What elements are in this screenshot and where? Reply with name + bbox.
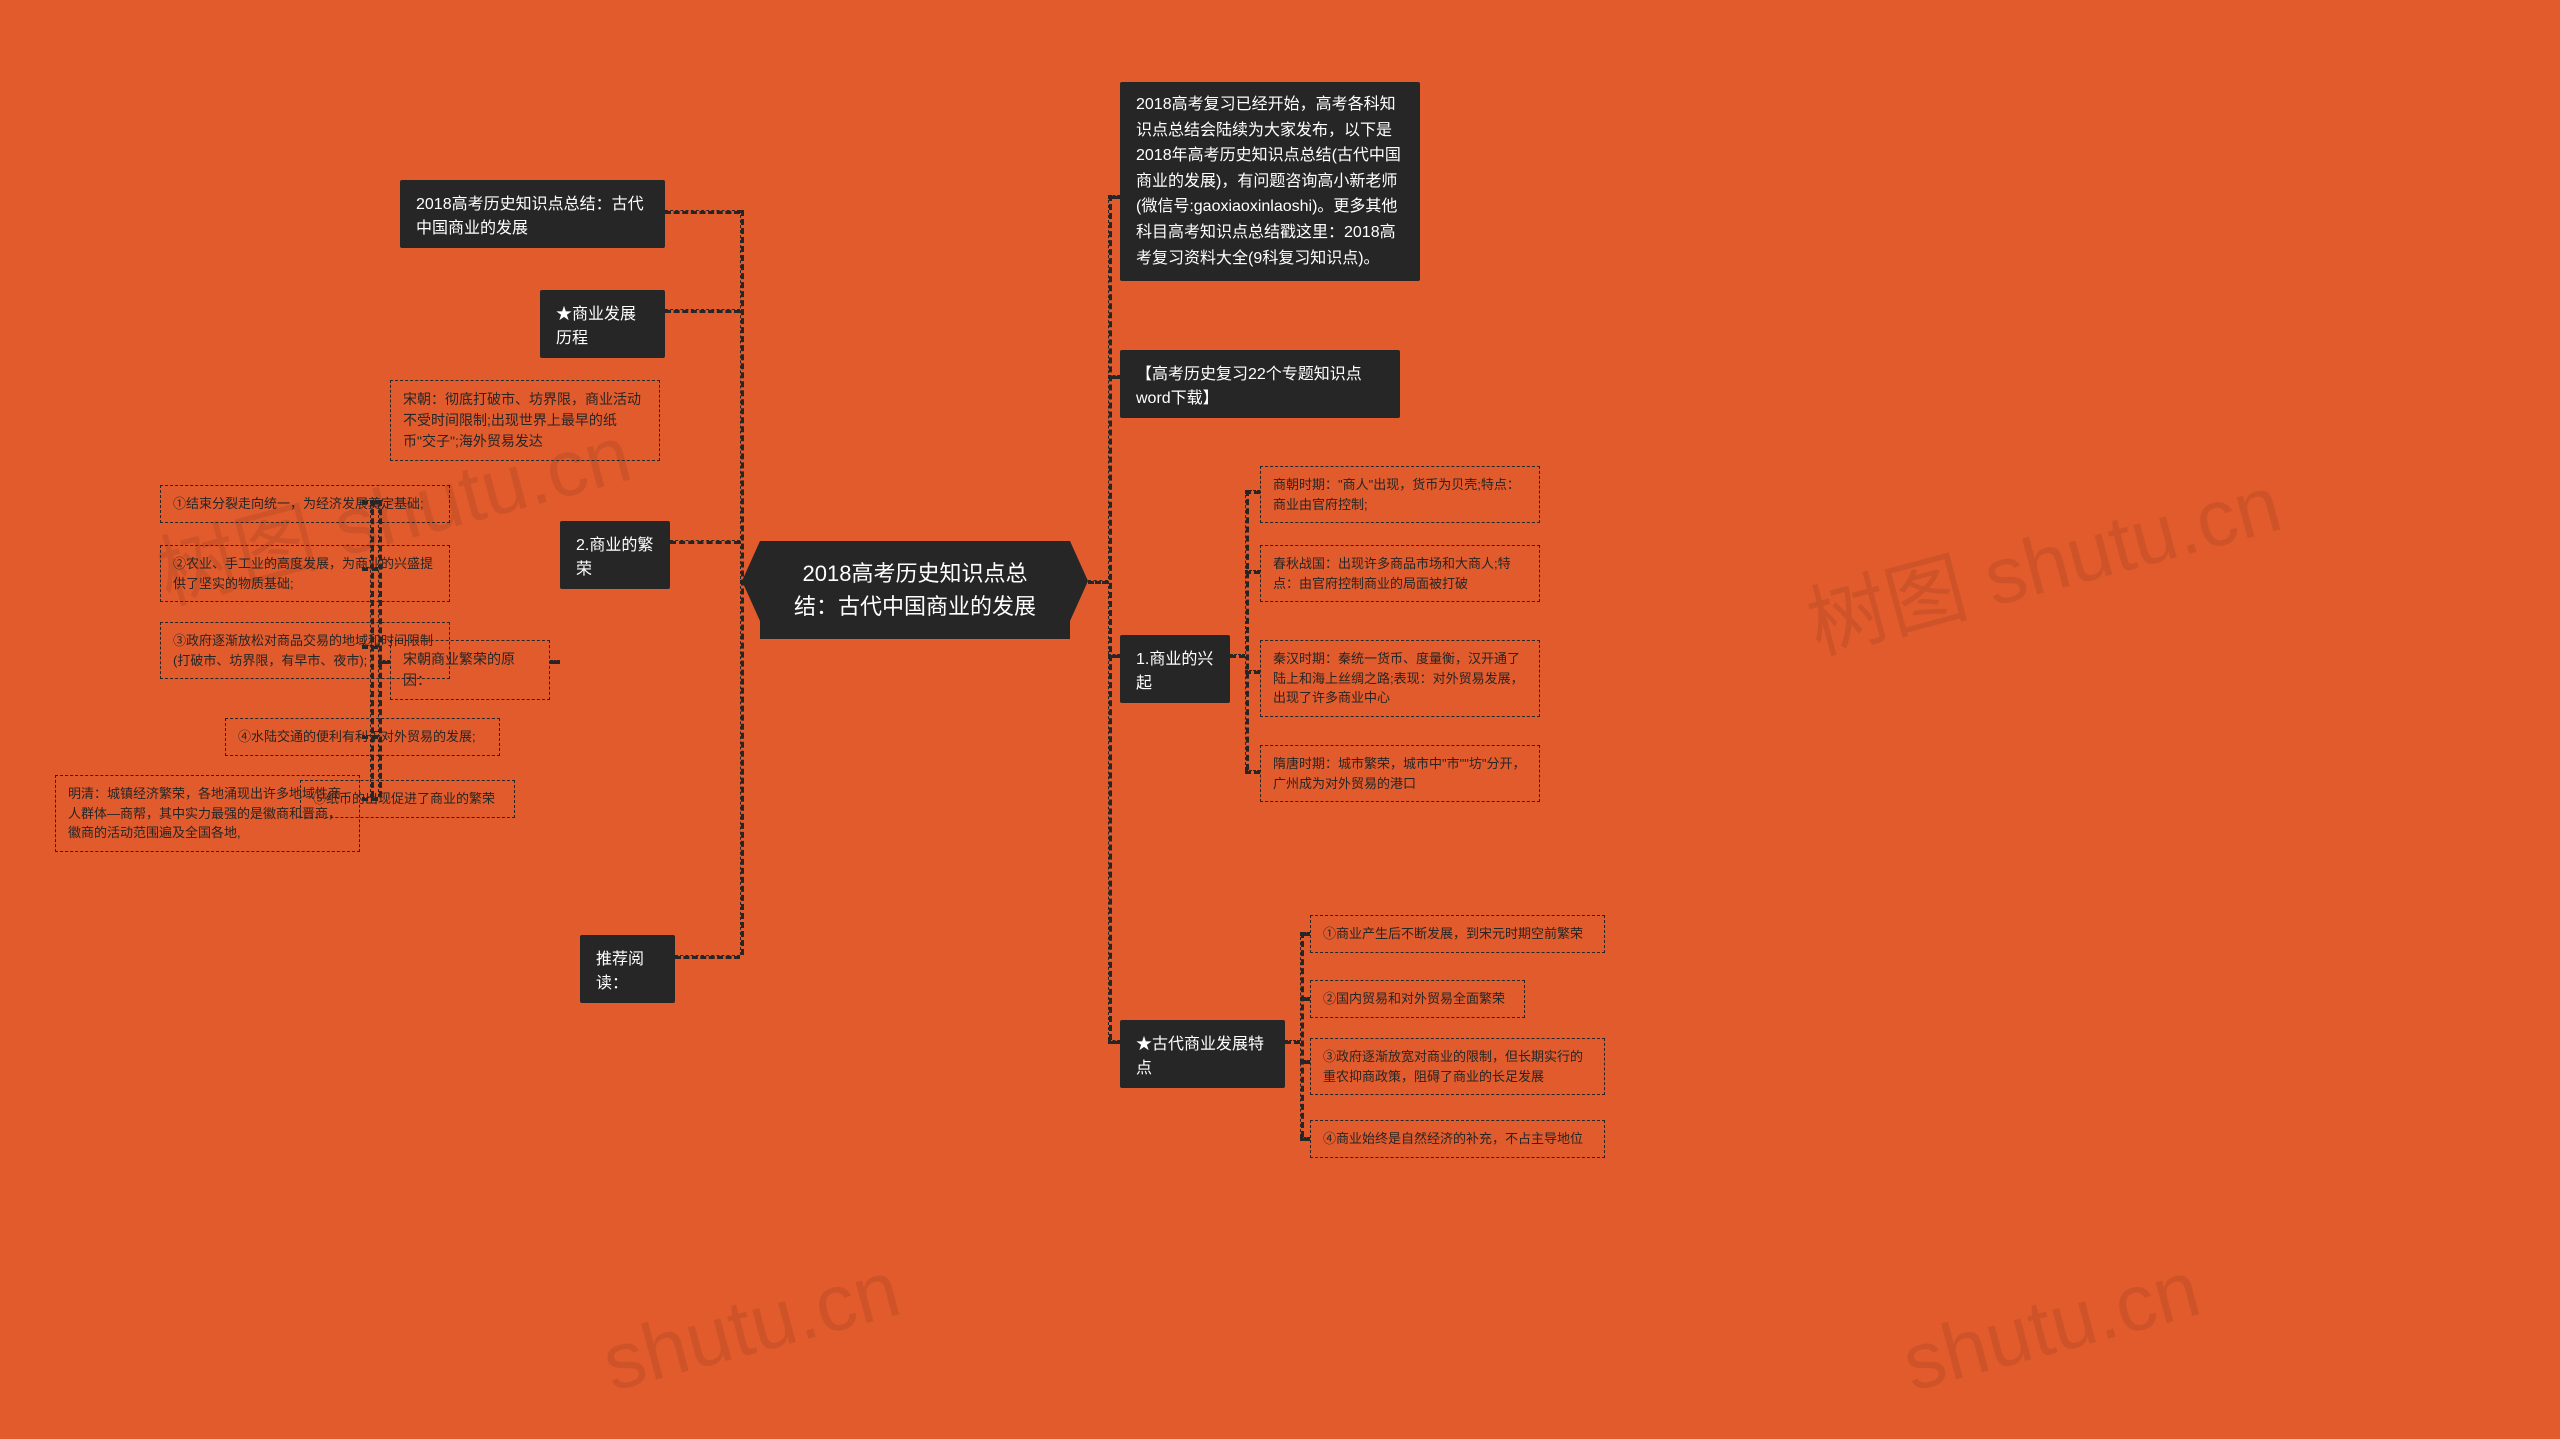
node-feature-3[interactable]: ③政府逐渐放宽对商业的限制，但长期实行的重农抑商政策，阻碍了商业的长足发展: [1310, 1038, 1605, 1095]
connector: [1108, 375, 1120, 379]
center-node[interactable]: 2018高考历史知识点总结：古代中国商业的发展: [760, 541, 1070, 639]
watermark: 树图 shutu.cn: [1793, 439, 2291, 676]
connector: [665, 309, 740, 313]
connector: [1300, 932, 1310, 936]
connector: [670, 540, 740, 544]
node-reason-1[interactable]: ①结束分裂走向统一，为经济发展奠定基础;: [160, 485, 450, 523]
connector: [1108, 195, 1120, 199]
node-prosperity[interactable]: 2.商业的繁荣: [560, 521, 670, 589]
connector: [378, 500, 382, 797]
connector: [1300, 997, 1310, 1001]
node-shang[interactable]: 商朝时期："商人"出现，货币为贝壳;特点：商业由官府控制;: [1260, 466, 1540, 523]
node-song-desc[interactable]: 宋朝：彻底打破市、坊界限，商业活动不受时间限制;出现世界上最早的纸币"交子";海…: [390, 380, 660, 461]
connector: [1245, 490, 1260, 494]
connector: [1285, 1040, 1300, 1044]
connector: [665, 210, 740, 214]
node-feature-1[interactable]: ①商业产生后不断发展，到宋元时期空前繁荣: [1310, 915, 1605, 953]
connector: [740, 210, 744, 955]
connector: [1108, 195, 1112, 1040]
connector: [1088, 580, 1108, 584]
connector: [362, 645, 378, 649]
node-recommended[interactable]: 推荐阅读：: [580, 935, 675, 1003]
connector: [1300, 1137, 1310, 1141]
connector: [1108, 1040, 1120, 1044]
node-feature-2[interactable]: ②国内贸易和对外贸易全面繁荣: [1310, 980, 1525, 1018]
connector: [1245, 770, 1260, 774]
watermark: shutu.cn: [1893, 1242, 2209, 1409]
connector: [1245, 490, 1249, 770]
node-feature-4[interactable]: ④商业始终是自然经济的补充，不占主导地位: [1310, 1120, 1605, 1158]
connector: [1108, 654, 1120, 658]
node-features[interactable]: ★古代商业发展特点: [1120, 1020, 1285, 1088]
node-history-course[interactable]: ★商业发展历程: [540, 290, 665, 358]
connector: [1300, 932, 1304, 1137]
node-chunqiu[interactable]: 春秋战国：出现许多商品市场和大商人;特点：由官府控制商业的局面被打破: [1260, 545, 1540, 602]
connector: [362, 797, 378, 801]
connector: [362, 500, 378, 504]
connector: [1245, 670, 1260, 674]
node-intro[interactable]: 2018高考复习已经开始，高考各科知识点总结会陆续为大家发布，以下是2018年高…: [1120, 82, 1420, 281]
connector: [1245, 570, 1260, 574]
connector: [1230, 654, 1245, 658]
connector: [362, 567, 378, 571]
watermark: shutu.cn: [593, 1242, 909, 1409]
node-title-summary[interactable]: 2018高考历史知识点总结：古代中国商业的发展: [400, 180, 665, 248]
connector: [378, 660, 390, 664]
node-mingqing[interactable]: 明清：城镇经济繁荣，各地涌现出许多地域性商人群体—商帮，其中实力最强的是徽商和晋…: [55, 775, 360, 852]
node-suitang[interactable]: 隋唐时期：城市繁荣，城市中"市""坊"分开，广州成为对外贸易的港口: [1260, 745, 1540, 802]
connector: [1300, 1060, 1310, 1064]
node-rise[interactable]: 1.商业的兴起: [1120, 635, 1230, 703]
node-word-download[interactable]: 【高考历史复习22个专题知识点word下载】: [1120, 350, 1400, 418]
node-reason-3[interactable]: ③政府逐渐放松对商品交易的地域和时间限制(打破市、坊界限，有早市、夜市);: [160, 622, 450, 679]
connector: [675, 955, 740, 959]
connector: [362, 735, 378, 739]
node-reason-2[interactable]: ②农业、手工业的高度发展，为商业的兴盛提供了坚实的物质基础;: [160, 545, 450, 602]
node-qinhan[interactable]: 秦汉时期：秦统一货币、度量衡，汉开通了陆上和海上丝绸之路;表现：对外贸易发展，出…: [1260, 640, 1540, 717]
connector: [550, 660, 560, 664]
